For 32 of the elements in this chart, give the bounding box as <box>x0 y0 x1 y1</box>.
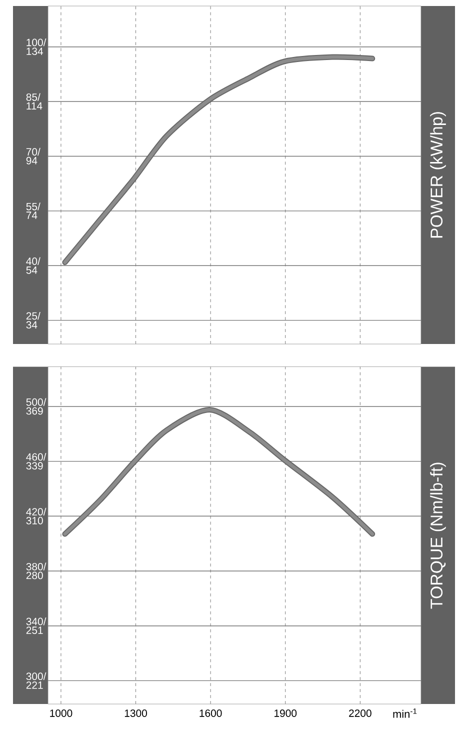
y-tick-label: 55/ <box>26 202 40 210</box>
x-tick-label: 1900 <box>274 710 297 717</box>
y2-tick-label: 310 <box>26 516 43 524</box>
y2-tick-label: 339 <box>26 462 43 470</box>
y-tick-label: 460/ <box>26 452 46 461</box>
y2-tick-label: 114 <box>26 102 42 110</box>
y-tick-label: 100/ <box>26 38 46 46</box>
y2-tick-label: 251 <box>26 626 43 634</box>
y-tick-label: 380/ <box>26 562 46 570</box>
y2-tick-label: 280 <box>26 572 43 580</box>
y-tick-label: 70/ <box>26 148 40 156</box>
y2-tick-label: 54 <box>26 266 38 274</box>
y-tick-label: 25/ <box>26 312 40 320</box>
y-tick-label: 340/ <box>26 618 46 626</box>
y-axis-title: TORQUE (Nm/lb-ft) <box>430 462 446 609</box>
y2-tick-label: 369 <box>26 407 43 415</box>
x-tick-label: 1600 <box>200 710 222 717</box>
y-tick-label: 300/ <box>26 672 46 680</box>
y-axis-title: POWER (kW/hp) <box>430 112 446 238</box>
y-tick-label: 85/ <box>26 93 40 101</box>
x-tick-label: 1000 <box>50 710 72 717</box>
x-tick-label: 2200 <box>349 710 372 717</box>
y-tick-label: 420/ <box>26 508 46 516</box>
x-tick-label: 1300 <box>124 710 147 717</box>
y-tick-label: 500/ <box>26 398 46 406</box>
y2-tick-label: 74 <box>26 212 38 219</box>
y-tick-label: 40/ <box>26 257 40 265</box>
y2-tick-label: 34 <box>26 321 38 329</box>
y2-tick-label: 134 <box>26 48 44 55</box>
x-axis-title: min$^{-1}$ <box>393 708 417 718</box>
y2-tick-label: 94 <box>26 156 38 164</box>
y2-tick-label: 221 <box>26 681 43 689</box>
